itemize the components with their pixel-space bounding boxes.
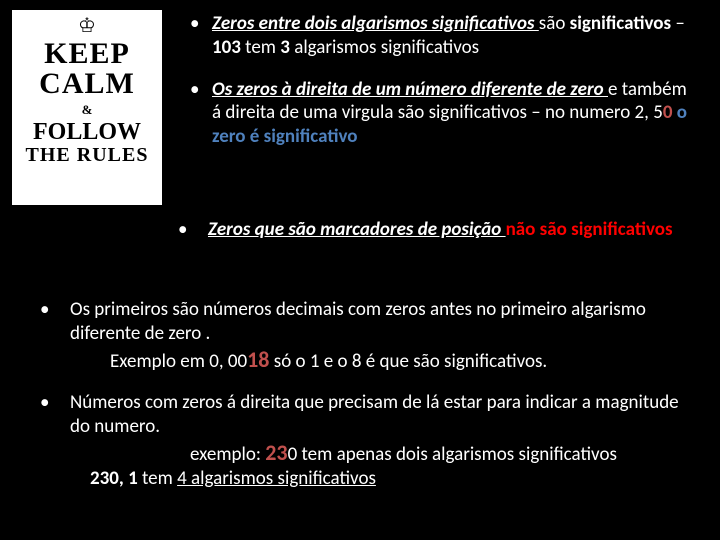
- b1-t2: significativos: [570, 12, 671, 35]
- b5-num: 23: [265, 439, 287, 466]
- b5-t1: Números com zeros á direita que precisam…: [70, 391, 679, 438]
- bullet-4: Os primeiros são números decimais com ze…: [40, 298, 695, 373]
- b3-rule: Zeros que são marcadores de posição: [208, 218, 506, 241]
- b5-t3: 0 tem apenas dois algarismos significati…: [288, 443, 617, 466]
- bullet-1: Zeros entre dois algarismos significativ…: [190, 12, 700, 60]
- b4-t1: Os primeiros são números decimais com ze…: [70, 298, 646, 345]
- b1-count: 3: [280, 36, 290, 59]
- top-content: Zeros entre dois algarismos significativ…: [0, 12, 720, 167]
- b5-line3: 230, 1 tem 4 algarismos significativos: [70, 467, 376, 490]
- b4-t2: Exemplo em 0, 00: [70, 350, 247, 373]
- b1-num: 103: [212, 36, 241, 59]
- b1-t4: tem: [241, 36, 280, 59]
- b1-t3: –: [671, 12, 685, 35]
- b1-rule: Zeros entre dois algarismos significativ…: [212, 12, 539, 35]
- b5-t6: 4 algarismos significativos: [177, 467, 376, 490]
- section-3: Os primeiros são números decimais com ze…: [0, 298, 720, 508]
- b1-t1: são: [539, 12, 570, 35]
- b5-t5: tem: [138, 467, 177, 490]
- b4-num: 18: [247, 346, 269, 373]
- bullet-5: Números com zeros á direita que precisam…: [40, 391, 695, 490]
- b5-t2: exemplo:: [70, 443, 265, 466]
- bullet-3: Zeros que são marcadores de posição não …: [178, 218, 695, 242]
- b3-highlight: não são significativos: [506, 218, 673, 241]
- bullet-2: Os zeros à direita de um número diferent…: [190, 78, 700, 149]
- b5-t4: 230, 1: [90, 467, 138, 490]
- b1-t5: algarismos significativos: [290, 36, 479, 59]
- b4-t3: só o 1 e o 8 é que são significativos.: [269, 350, 547, 373]
- section-2: Zeros que são marcadores de posição não …: [0, 218, 720, 258]
- b2-rule: Os zeros à direita de um número diferent…: [212, 78, 608, 101]
